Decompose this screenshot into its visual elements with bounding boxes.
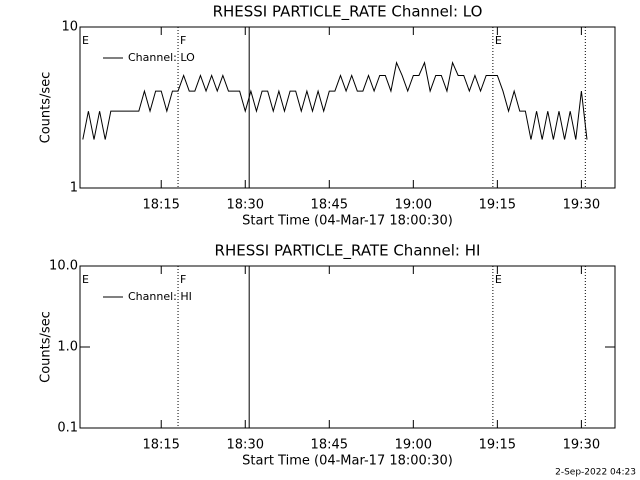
x-tick-label: 19:00 — [395, 438, 432, 453]
x-tick-label: 19:30 — [563, 438, 600, 453]
x-tick-label: 18:15 — [142, 438, 179, 453]
footer: 2-Sep-2022 04:23 — [555, 468, 636, 478]
x-tick-label: 18:45 — [311, 438, 348, 453]
event-flag: F — [180, 34, 186, 47]
data-line — [82, 61, 588, 140]
chart-title: RHESSI PARTICLE_RATE Channel: HI — [215, 242, 481, 261]
legend-label: Channel: HI — [128, 290, 192, 303]
y-axis-label: Counts/sec — [39, 72, 54, 144]
y-tick-label: 1 — [70, 181, 78, 196]
event-flag: E — [82, 273, 89, 286]
x-tick-label: 19:00 — [395, 198, 432, 213]
event-flag: E — [82, 34, 89, 47]
event-flag: E — [495, 34, 502, 47]
x-tick-label: 18:30 — [227, 198, 264, 213]
legend-label: Channel: LO — [128, 51, 195, 64]
x-tick-label: 18:30 — [227, 438, 264, 453]
x-axis-label: Start Time (04-Mar-17 18:00:30) — [242, 454, 453, 469]
chart-title: RHESSI PARTICLE_RATE Channel: LO — [213, 3, 483, 22]
y-tick-label: 0.1 — [57, 421, 78, 436]
plot-frame — [79, 26, 616, 189]
x-axis-label: Start Time (04-Mar-17 18:00:30) — [242, 214, 453, 229]
x-tick-label: 18:15 — [142, 198, 179, 213]
x-tick-label: 18:45 — [311, 198, 348, 213]
x-tick-label: 19:15 — [479, 198, 516, 213]
y-tick-label: 10 — [61, 20, 78, 35]
event-flag: F — [180, 273, 186, 286]
event-flag: E — [495, 273, 502, 286]
y-tick-label: 10.0 — [49, 259, 78, 274]
y-axis-label: Counts/sec — [39, 311, 54, 383]
y-tick-label: 1.0 — [57, 340, 78, 355]
x-tick-label: 19:15 — [479, 438, 516, 453]
x-tick-label: 19:30 — [563, 198, 600, 213]
